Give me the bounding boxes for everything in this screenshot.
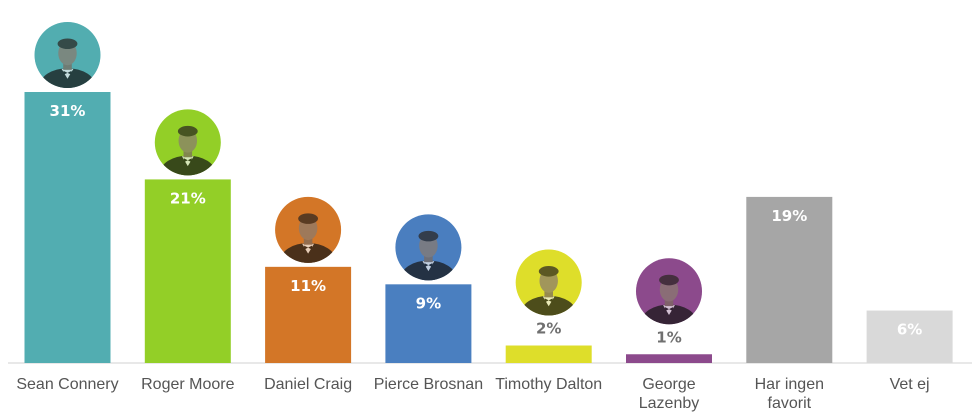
category-label-har-ingen-favorit: Har ingen favorit (755, 376, 824, 412)
bar-pierce-brosnan (385, 284, 472, 363)
pierce-brosnan-portrait-icon (395, 214, 462, 281)
bar-daniel-craig (265, 266, 352, 363)
category-label-pierce-brosnan: Pierce Brosnan (374, 376, 483, 393)
value-label-george-lazenby: 1% (656, 328, 681, 346)
bar-timothy-dalton (505, 345, 592, 363)
value-label-vet-ej: 6% (897, 321, 922, 339)
bar-george-lazenby (626, 354, 712, 363)
labels-layer: 31% Sean Connery 21% Roger Moore 11% Daniel C… (16, 102, 929, 412)
value-label-pierce-brosnan: 9% (416, 294, 441, 312)
sean-connery-portrait-icon (34, 22, 101, 88)
category-label-george-lazenby: George Lazenby (639, 376, 700, 412)
bar-sean-connery (24, 92, 111, 363)
value-label-sean-connery: 31% (50, 102, 86, 120)
value-label-roger-moore: 21% (170, 189, 206, 207)
bar-har-ingen-favorit (746, 196, 833, 363)
bar-vet-ej (866, 310, 953, 363)
roger-moore-portrait-icon (154, 109, 221, 176)
value-label-daniel-craig: 11% (290, 277, 326, 295)
category-label-timothy-dalton: Timothy Dalton (495, 376, 602, 393)
value-label-har-ingen-favorit: 19% (771, 207, 807, 225)
bars-layer (24, 22, 953, 363)
category-label-sean-connery: Sean Connery (16, 376, 118, 393)
category-label-roger-moore: Roger Moore (141, 376, 234, 393)
category-label-vet-ej: Vet ej (890, 376, 930, 393)
timothy-dalton-portrait-icon (515, 249, 582, 316)
george-lazenby-portrait-icon (636, 258, 702, 325)
daniel-craig-portrait-icon (275, 196, 342, 263)
value-label-timothy-dalton: 2% (536, 320, 561, 338)
category-label-daniel-craig: Daniel Craig (264, 376, 352, 393)
bar-roger-moore (144, 179, 231, 363)
